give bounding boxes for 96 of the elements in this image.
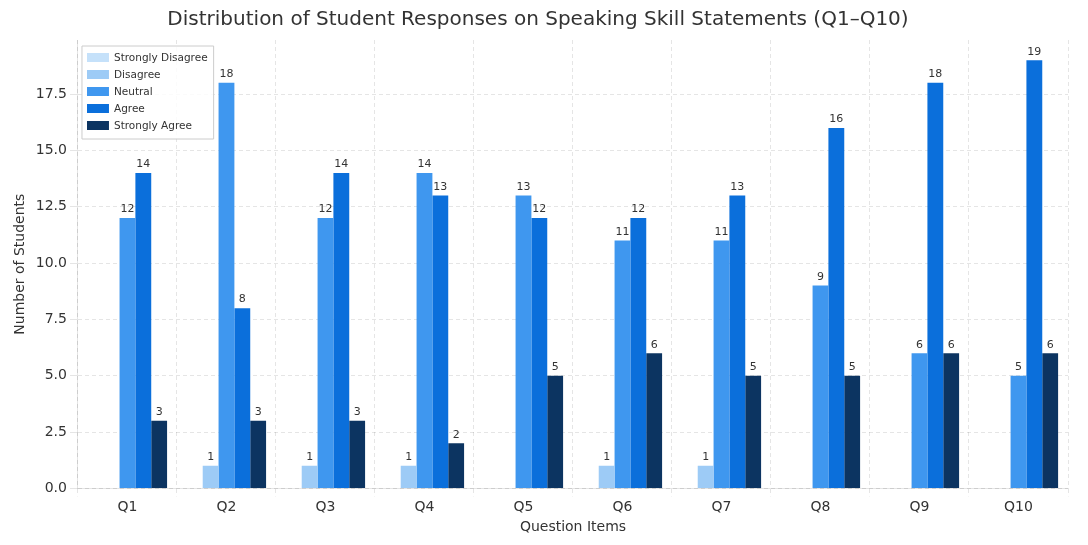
data-label: 5 <box>1015 360 1022 374</box>
bar <box>119 218 136 488</box>
data-label: 6 <box>916 337 923 351</box>
data-label: 3 <box>254 405 262 419</box>
bar <box>1026 60 1043 488</box>
bar <box>812 285 829 488</box>
bar <box>630 218 647 488</box>
bar <box>432 195 449 488</box>
bar <box>943 353 960 488</box>
data-label: 11 <box>615 224 630 238</box>
data-label: 5 <box>749 360 757 374</box>
y-tick-label: 5.0 <box>44 366 67 383</box>
x-axis-title: Question Items <box>519 518 627 535</box>
data-label: 13 <box>730 179 745 193</box>
legend-label: Strongly Agree <box>113 118 192 131</box>
bar <box>614 240 631 488</box>
bar <box>828 127 845 488</box>
data-label: 18 <box>219 67 234 81</box>
bar <box>713 240 730 488</box>
data-label: 13 <box>433 179 448 193</box>
bar <box>202 465 219 488</box>
bar <box>234 308 251 488</box>
y-tick-label: 2.5 <box>44 422 67 439</box>
bar <box>135 172 152 488</box>
bar <box>547 375 564 488</box>
bar <box>333 172 350 488</box>
data-label: 13 <box>516 179 531 193</box>
x-tick-label: Q10 <box>1004 498 1033 515</box>
bar <box>927 82 944 488</box>
bar <box>416 172 433 488</box>
x-tick-label: Q8 <box>810 498 831 515</box>
bar <box>745 375 762 488</box>
y-tick-label: 0.0 <box>44 479 67 496</box>
x-tick-label: Q5 <box>513 498 534 515</box>
bar <box>218 82 235 488</box>
legend-label: Strongly Disagree <box>113 50 208 63</box>
data-label: 5 <box>848 360 856 374</box>
bar <box>911 353 928 488</box>
data-label: 1 <box>207 450 215 464</box>
bar <box>400 465 417 488</box>
x-tick-label: Q3 <box>315 498 336 515</box>
data-label: 1 <box>603 450 611 464</box>
bar <box>729 195 746 488</box>
data-label: 19 <box>1027 44 1042 58</box>
x-tick-label: Q1 <box>117 498 138 515</box>
data-label: 2 <box>452 427 460 441</box>
bar <box>1010 375 1027 488</box>
data-label: 14 <box>417 157 432 171</box>
bar <box>515 195 532 488</box>
bar <box>250 420 267 488</box>
data-label: 6 <box>947 337 955 351</box>
y-tick-label: 10.0 <box>35 253 67 270</box>
chart-title: Distribution of Student Responses on Speaking Skill Statements (Q1–Q10) <box>167 6 909 31</box>
bar <box>697 465 714 488</box>
y-tick-label: 12.5 <box>35 197 67 214</box>
data-label: 6 <box>1046 337 1054 351</box>
bar <box>1042 353 1059 488</box>
bar <box>598 465 615 488</box>
x-tick-label: Q7 <box>711 498 732 515</box>
data-label: 12 <box>532 202 547 216</box>
data-label: 18 <box>928 67 943 81</box>
bar <box>349 420 366 488</box>
legend-label: Neutral <box>113 84 153 97</box>
legend-label: Agree <box>113 101 145 114</box>
y-tick-label: 17.5 <box>35 84 67 101</box>
data-label: 14 <box>136 157 151 171</box>
y-axis-title: Number of Students <box>11 193 28 335</box>
bar <box>531 218 548 488</box>
data-label: 3 <box>353 405 361 419</box>
bar <box>646 353 663 488</box>
x-tick-label: Q2 <box>216 498 237 515</box>
bar <box>448 443 465 488</box>
bar <box>844 375 861 488</box>
data-label: 5 <box>551 360 559 374</box>
data-label: 12 <box>120 202 135 216</box>
data-label: 14 <box>334 157 349 171</box>
data-label: 12 <box>631 202 646 216</box>
data-label: 11 <box>714 224 729 238</box>
data-label: 16 <box>829 112 844 126</box>
bar <box>151 420 168 488</box>
data-label: 6 <box>650 337 658 351</box>
bar <box>301 465 318 488</box>
data-label: 3 <box>155 405 163 419</box>
x-tick-label: Q6 <box>612 498 633 515</box>
data-label: 9 <box>816 269 824 283</box>
data-label: 1 <box>702 450 710 464</box>
y-tick-label: 15.0 <box>35 141 67 158</box>
x-tick-label: Q9 <box>909 498 930 515</box>
x-tick-label: Q4 <box>414 498 435 515</box>
data-label: 12 <box>318 202 333 216</box>
data-label: 8 <box>238 292 246 306</box>
y-tick-label: 7.5 <box>44 310 67 327</box>
bar <box>317 218 334 488</box>
legend-label: Disagree <box>113 67 161 80</box>
data-label: 1 <box>306 450 314 464</box>
data-label: 1 <box>405 450 413 464</box>
